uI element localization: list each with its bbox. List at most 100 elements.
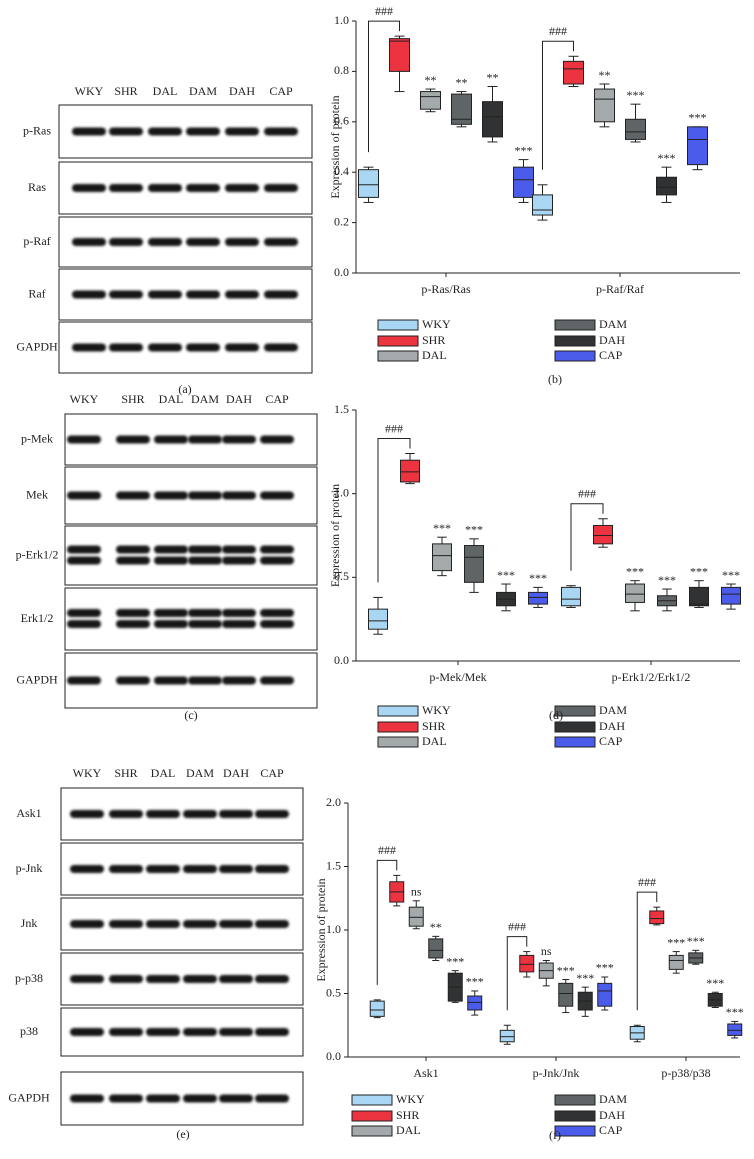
band [219, 1028, 253, 1036]
band [109, 865, 143, 873]
band [222, 620, 256, 628]
legend-swatch [554, 1110, 596, 1122]
panel-caption: (a) [178, 382, 191, 396]
band [109, 975, 143, 983]
box [625, 583, 645, 603]
legend-label: DAM [599, 1092, 627, 1106]
row-label: p-Raf [23, 234, 50, 248]
box [368, 608, 388, 630]
band [70, 975, 104, 983]
band [154, 545, 188, 554]
legend-swatch [377, 319, 419, 331]
band [260, 435, 294, 444]
band [225, 238, 259, 246]
lane-label: DAH [229, 84, 255, 98]
significance-label: *** [466, 975, 484, 989]
significance-label: *** [687, 934, 705, 948]
legend-swatch [554, 350, 596, 362]
band [183, 920, 217, 928]
band [67, 676, 101, 685]
legend-swatch [554, 705, 596, 717]
box [451, 93, 472, 125]
y-tick-label: 0.0 [334, 653, 349, 667]
panel-caption: (d) [549, 708, 563, 722]
band [116, 556, 150, 565]
significance-label: ** [599, 68, 611, 82]
row-label: p-Ras [23, 123, 51, 137]
y-tick-label: 0.5 [334, 569, 349, 583]
row-label: Ask1 [16, 806, 41, 820]
y-tick-label: 0.0 [334, 265, 349, 279]
lane-label: DAM [186, 766, 214, 780]
legend-swatch [554, 319, 596, 331]
band [148, 290, 182, 299]
y-tick-label: 0.2 [334, 214, 349, 228]
band [255, 975, 289, 983]
box [563, 60, 584, 85]
lane-label: DAL [159, 392, 184, 406]
comparison-bracket [368, 20, 400, 153]
band [148, 238, 182, 246]
lane-label: SHR [114, 766, 137, 780]
row-label: p-Erk1/2 [16, 547, 59, 561]
lane-label: WKY [70, 392, 99, 406]
band [148, 343, 182, 352]
legend-swatch [351, 1110, 393, 1122]
y-tick-label: 1.0 [334, 485, 349, 499]
band [255, 865, 289, 873]
x-tick-label: p-Raf/Raf [596, 282, 644, 296]
x-tick-label: p-Erk1/2/Erk1/2 [612, 670, 691, 684]
significance-label: *** [658, 151, 676, 165]
legend-label: DAM [599, 317, 627, 331]
band [222, 609, 256, 617]
band [70, 1094, 104, 1103]
lane-label: DAH [226, 392, 252, 406]
band [148, 184, 182, 192]
lane-label: CAP [265, 392, 289, 406]
band [188, 556, 222, 565]
significance-label: ** [487, 70, 499, 84]
band [116, 620, 150, 628]
legend-label: WKY [396, 1092, 425, 1106]
band [154, 556, 188, 565]
legend-label: DAM [599, 703, 627, 717]
band [67, 556, 101, 565]
band [70, 865, 104, 873]
band [188, 676, 222, 685]
row-label: GAPDH [16, 339, 58, 353]
box [464, 545, 484, 583]
band [260, 609, 294, 617]
significance-label: *** [557, 963, 575, 977]
band [116, 491, 150, 500]
band [222, 676, 256, 685]
lane-label: DAM [189, 84, 217, 98]
significance-label: *** [689, 111, 707, 125]
band [67, 620, 101, 628]
y-tick-label: 0.8 [334, 63, 349, 77]
significance-label: *** [667, 935, 685, 949]
comparison-label: ### [378, 843, 396, 857]
band [72, 184, 106, 192]
band [183, 1028, 217, 1036]
band [225, 343, 259, 352]
box [668, 954, 684, 970]
legend-swatch [377, 705, 419, 717]
band [260, 620, 294, 628]
box [408, 906, 424, 927]
legend-label: SHR [422, 333, 445, 347]
band [109, 810, 143, 818]
x-tick-label: p-Ras/Ras [421, 282, 471, 296]
y-tick-label: 2.0 [326, 795, 341, 809]
band [154, 620, 188, 628]
band [219, 865, 253, 873]
band [188, 491, 222, 500]
band [264, 343, 298, 352]
legend-label: CAP [599, 348, 623, 362]
band [72, 127, 106, 136]
significance-label: *** [626, 564, 644, 578]
x-tick-label: Ask1 [413, 1066, 438, 1080]
row-label: Mek [26, 487, 48, 501]
lane-label: DAM [191, 392, 219, 406]
comparison-bracket [570, 503, 604, 571]
band [146, 920, 180, 928]
